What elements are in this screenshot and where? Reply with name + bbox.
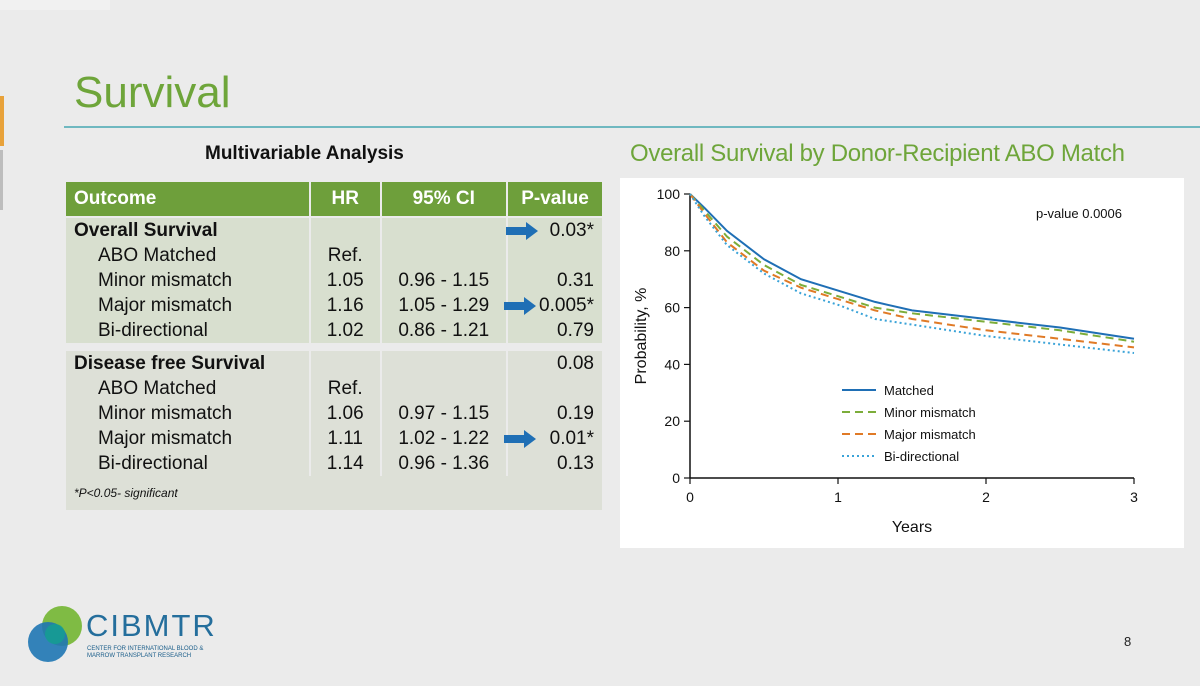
x-tick-label: 0 bbox=[686, 489, 694, 505]
y-tick-label: 60 bbox=[664, 300, 680, 316]
series-line-bi-directional bbox=[689, 193, 1135, 354]
row-label: Major mismatch bbox=[64, 426, 311, 451]
row-label: Major mismatch bbox=[64, 293, 311, 318]
header-hr: HR bbox=[308, 180, 382, 218]
row-ci: 0.96 - 1.36 bbox=[379, 451, 508, 476]
row-p: 0.005* bbox=[539, 294, 594, 316]
legend-label: Minor mismatch bbox=[884, 405, 976, 420]
row-p: 0.01* bbox=[549, 427, 594, 449]
logo-tagline: CENTER FOR INTERNATIONAL BLOOD & MARROW … bbox=[87, 646, 204, 659]
header-pvalue: P-value bbox=[505, 180, 605, 218]
row-p: 0.19 bbox=[505, 401, 605, 426]
cibmtr-logo bbox=[26, 604, 246, 668]
row-p bbox=[505, 243, 605, 268]
page-number: 8 bbox=[1124, 634, 1132, 649]
row-hr: 1.06 bbox=[308, 401, 382, 426]
top-edge-tab bbox=[0, 0, 110, 10]
row-hr: Ref. bbox=[308, 376, 382, 401]
chart-background bbox=[620, 178, 1184, 548]
row-ci: 0.97 - 1.15 bbox=[379, 401, 508, 426]
x-tick-label: 2 bbox=[982, 489, 990, 505]
row-p: 0.79 bbox=[505, 318, 605, 343]
y-axis-label: Probability, % bbox=[633, 288, 650, 385]
table-heading: Multivariable Analysis bbox=[205, 143, 404, 164]
pvalue-cell: 0.01* bbox=[503, 426, 605, 451]
table-header-row: Outcome HR 95% CI P-value bbox=[64, 180, 605, 218]
header-ci: 95% CI bbox=[379, 180, 508, 218]
multivariable-table: Outcome HR 95% CI P-value Overall Surviv… bbox=[64, 180, 605, 510]
row-ci: 1.02 - 1.22 bbox=[379, 426, 508, 451]
group-title-row: Disease free Survival 0.08 bbox=[64, 351, 605, 376]
highlight-arrow-icon bbox=[503, 296, 536, 315]
table-row: Major mismatch 1.16 1.05 - 1.29 0.005* bbox=[64, 293, 605, 318]
table-row: Minor mismatch 1.06 0.97 - 1.15 0.19 bbox=[64, 401, 605, 426]
row-label: ABO Matched bbox=[64, 243, 311, 268]
row-label: Minor mismatch bbox=[64, 401, 311, 426]
table-row: Bi-directional 1.02 0.86 - 1.21 0.79 bbox=[64, 318, 605, 343]
row-hr: 1.14 bbox=[308, 451, 382, 476]
group-pvalue: 0.03* bbox=[549, 219, 594, 241]
row-hr: 1.05 bbox=[308, 268, 382, 293]
row-ci: 0.96 - 1.15 bbox=[379, 268, 508, 293]
series-line-major-mismatch bbox=[689, 193, 1135, 349]
row-ci: 1.05 - 1.29 bbox=[379, 293, 508, 318]
highlight-arrow-icon bbox=[505, 221, 538, 240]
edge-marker-gray bbox=[0, 150, 3, 210]
x-tick-label: 3 bbox=[1130, 489, 1138, 505]
row-ci bbox=[379, 243, 508, 268]
legend-label: Bi-directional bbox=[884, 449, 959, 464]
table-footnote: *P<0.05- significant bbox=[64, 476, 604, 510]
series-line-matched bbox=[689, 193, 1135, 340]
edge-marker bbox=[0, 96, 4, 146]
legend-label: Major mismatch bbox=[884, 427, 976, 442]
group-title-row: Overall Survival 0.03* bbox=[64, 217, 605, 243]
group-title-dfs: Disease free Survival bbox=[64, 351, 311, 376]
y-tick-label: 0 bbox=[672, 470, 680, 486]
row-hr: 1.02 bbox=[308, 318, 382, 343]
legend-label: Matched bbox=[884, 383, 934, 398]
row-p: 0.13 bbox=[505, 451, 605, 476]
table-row: Major mismatch 1.11 1.02 - 1.22 0.01* bbox=[64, 426, 605, 451]
slide-title: Survival bbox=[74, 68, 231, 117]
y-tick-label: 20 bbox=[664, 413, 680, 429]
row-hr: 1.11 bbox=[308, 426, 382, 451]
row-hr: Ref. bbox=[308, 243, 382, 268]
x-axis-label: Years bbox=[892, 519, 932, 536]
series-line-minor-mismatch bbox=[689, 193, 1135, 343]
row-p bbox=[505, 376, 605, 401]
highlight-arrow-icon bbox=[503, 429, 536, 448]
logo-name: CIBMTR bbox=[86, 608, 217, 643]
header-outcome: Outcome bbox=[64, 180, 311, 218]
survival-chart: 0 20 40 60 80 100 0 1 2 3 Years Probability, % p-val… bbox=[620, 178, 1184, 548]
y-tick-label: 80 bbox=[664, 243, 680, 259]
pvalue-cell: 0.03* bbox=[505, 217, 605, 243]
logo-circles-icon bbox=[28, 606, 82, 662]
row-label: Minor mismatch bbox=[64, 268, 311, 293]
y-tick-label: 100 bbox=[657, 186, 681, 202]
table-row: ABO Matched Ref. bbox=[64, 243, 605, 268]
row-label: Bi-directional bbox=[64, 318, 311, 343]
group-title-overall: Overall Survival bbox=[64, 217, 311, 243]
x-tick-label: 1 bbox=[834, 489, 842, 505]
row-label: Bi-directional bbox=[64, 451, 311, 476]
pvalue-annotation: p-value 0.0006 bbox=[1036, 206, 1122, 221]
chart-title: Overall Survival by Donor-Recipient ABO … bbox=[630, 140, 1125, 167]
row-hr: 1.16 bbox=[308, 293, 382, 318]
row-label: ABO Matched bbox=[64, 376, 311, 401]
pvalue-cell: 0.005* bbox=[503, 293, 605, 318]
row-p: 0.31 bbox=[505, 268, 605, 293]
table-row: Bi-directional 1.14 0.96 - 1.36 0.13 bbox=[64, 451, 605, 476]
row-ci: 0.86 - 1.21 bbox=[379, 318, 508, 343]
footnote-row: *P<0.05- significant bbox=[64, 476, 604, 510]
table-row: Minor mismatch 1.05 0.96 - 1.15 0.31 bbox=[64, 268, 605, 293]
title-divider bbox=[64, 126, 1200, 128]
group-pvalue: 0.08 bbox=[505, 351, 605, 376]
table-row: ABO Matched Ref. bbox=[64, 376, 605, 401]
y-tick-label: 40 bbox=[664, 356, 680, 372]
group-spacer bbox=[64, 343, 605, 351]
row-ci bbox=[379, 376, 508, 401]
